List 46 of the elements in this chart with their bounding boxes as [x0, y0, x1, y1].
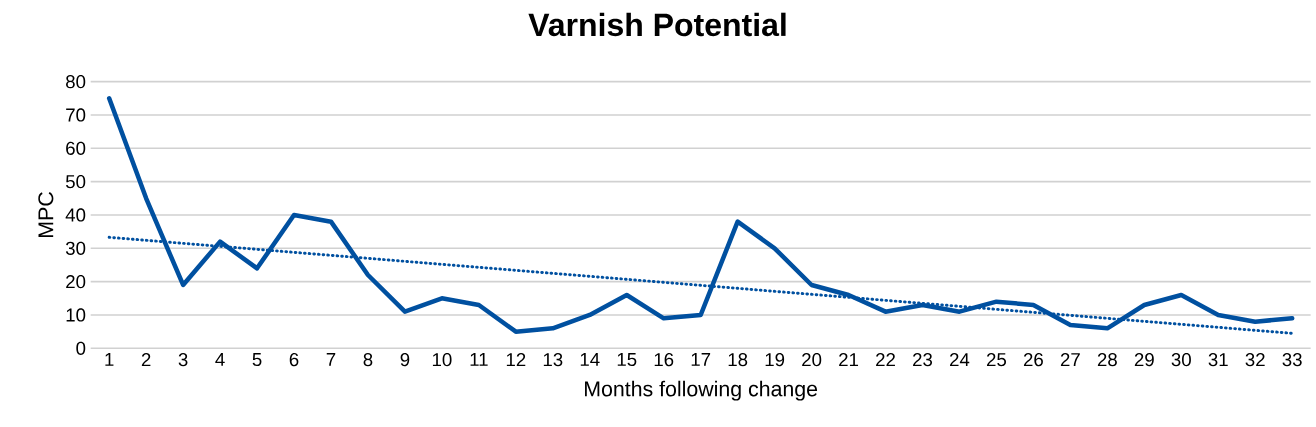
chart-title: Varnish Potential [528, 12, 786, 37]
y-tick-label: 80 [66, 75, 86, 89]
x-tick-label: 2 [141, 353, 151, 367]
x-tick-label: 17 [691, 353, 711, 366]
x-tick-label: 12 [506, 353, 526, 367]
x-tick-label: 22 [876, 353, 895, 367]
x-tick-label: 7 [326, 353, 336, 366]
x-tick-label: 33 [1282, 353, 1302, 367]
x-tick-label: 6 [289, 353, 299, 367]
x-tick-label: 1 [105, 353, 114, 366]
x-tick-label: 32 [1245, 353, 1265, 367]
x-tick-label: 23 [913, 353, 933, 367]
x-tick-label: 13 [543, 353, 563, 367]
x-tick-label: 4 [215, 353, 225, 366]
x-axis-title: Months following change [585, 380, 818, 401]
y-axis-title: MPC [38, 192, 54, 237]
x-tick-label: 27 [1060, 353, 1080, 367]
x-tick-label: 3 [178, 353, 188, 367]
x-tick-label: 11 [470, 353, 488, 366]
x-tick-label: 14 [580, 353, 600, 366]
x-tick-label: 28 [1097, 353, 1117, 367]
y-tick-label: 10 [66, 308, 86, 322]
line-series [106, 96, 1295, 334]
y-tick-label: 40 [65, 208, 86, 222]
x-tick-label: 24 [950, 353, 970, 367]
x-tick-label: 10 [432, 353, 452, 367]
y-tick-label: 60 [66, 141, 86, 155]
y-tick-label: 30 [65, 241, 86, 255]
x-tick-label: 21 [839, 353, 859, 367]
x-tick-label: 30 [1171, 353, 1191, 367]
y-tick-label: 70 [66, 108, 86, 122]
x-tick-label: 16 [654, 353, 674, 367]
x-tick-label: 9 [400, 353, 410, 367]
x-tick-label: 19 [765, 353, 785, 367]
x-tick-label: 8 [363, 353, 373, 367]
y-tick-label: 20 [66, 275, 86, 289]
x-tick-label: 5 [252, 353, 262, 367]
x-tick-label: 26 [1023, 353, 1043, 367]
x-tick-label: 25 [986, 353, 1007, 367]
x-tick-label: 18 [728, 353, 748, 367]
y-tick-label: 50 [65, 175, 86, 189]
x-tick-label: 15 [617, 353, 637, 367]
x-tick-label: 31 [1208, 353, 1228, 367]
x-tick-label: 29 [1134, 353, 1154, 367]
x-tick-label: 20 [802, 353, 822, 367]
y-tick-label: 0 [76, 341, 86, 355]
